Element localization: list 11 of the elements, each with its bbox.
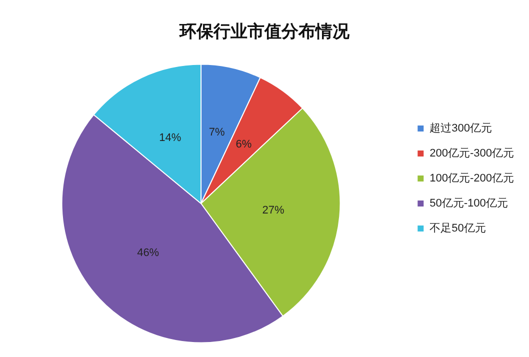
data-label: 14% xyxy=(159,132,182,144)
data-label: 7% xyxy=(208,126,226,139)
data-label: 46% xyxy=(137,247,160,260)
data-label: 27% xyxy=(262,204,285,216)
legend-label: 不足50亿元 xyxy=(430,222,486,234)
chart-title: 环保行业市值分布情况 xyxy=(178,22,350,41)
legend-label: 50亿元-100亿元 xyxy=(430,198,508,210)
legend-label: 100亿元-200亿元 xyxy=(430,172,514,184)
legend-label: 200亿元-300亿元 xyxy=(430,148,514,160)
legend-label: 超过300亿元 xyxy=(430,122,492,134)
data-label: 6% xyxy=(236,138,252,151)
